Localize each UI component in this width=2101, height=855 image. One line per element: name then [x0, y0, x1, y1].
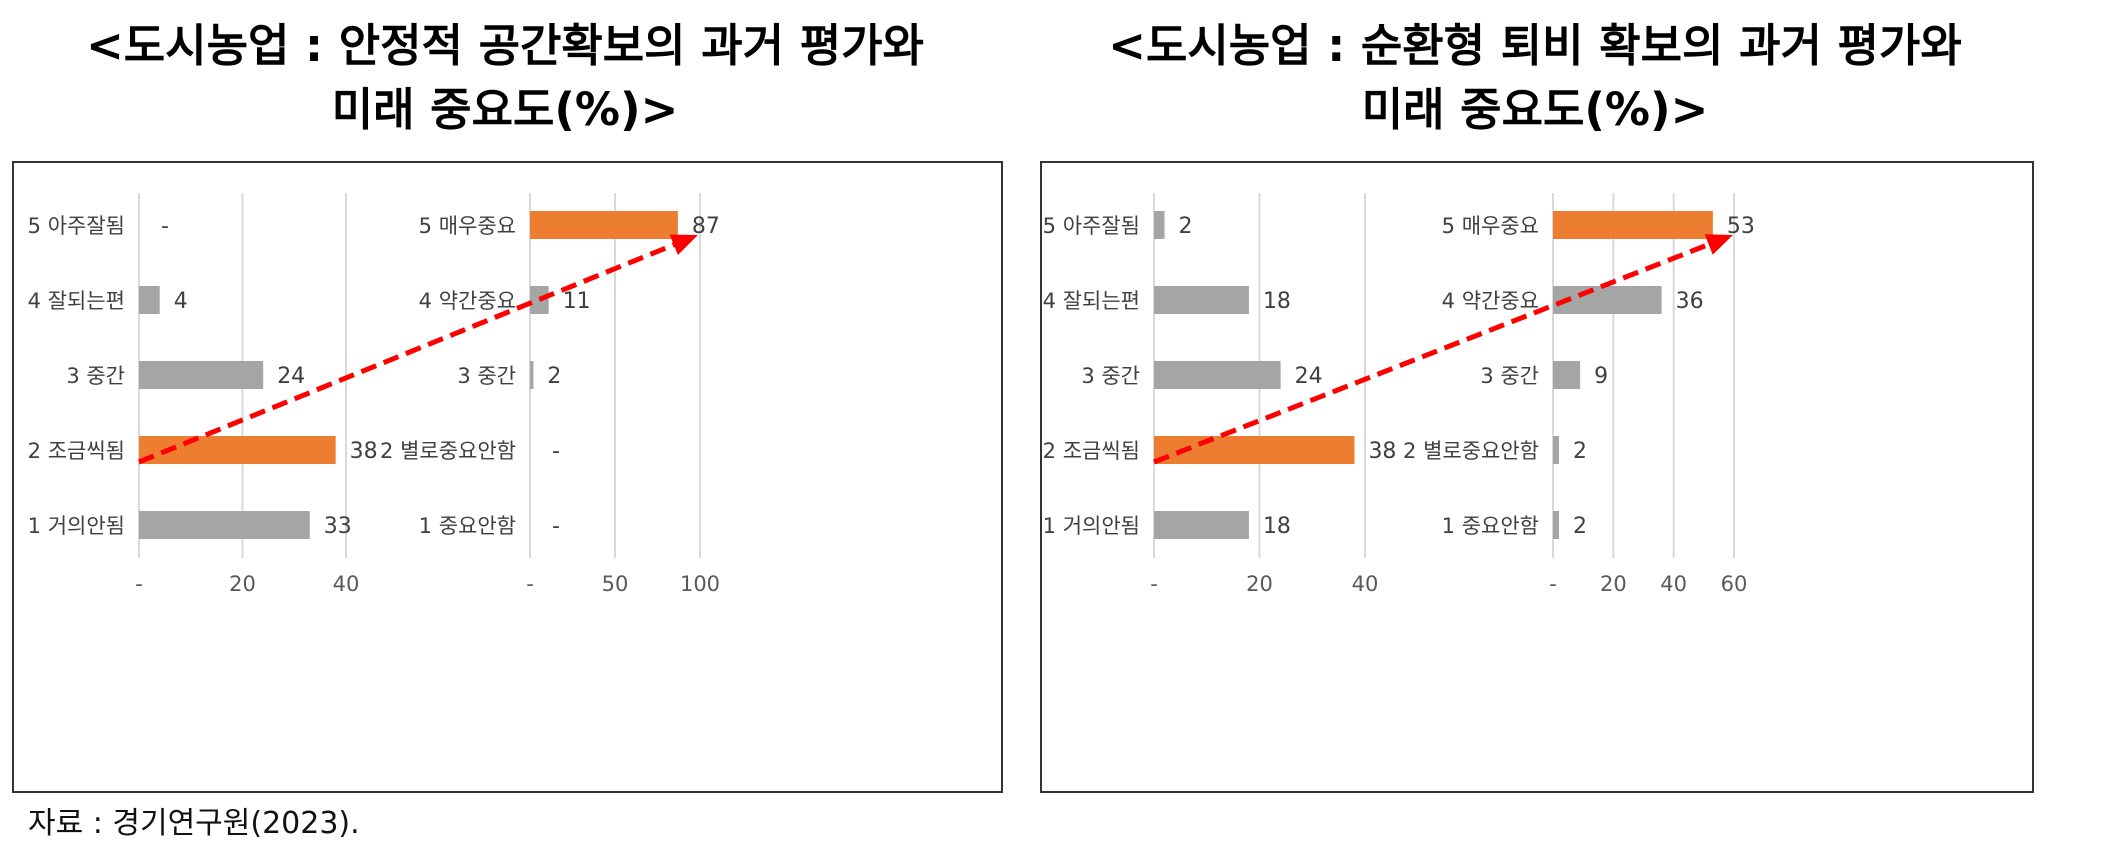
right-chart-frame: - 20 40 5 아주잘됨 2 4 잘되는편 18 3 중간 24 2 조금씩됨 38 1 거의안됨…: [1040, 161, 2034, 793]
future-bar: [1553, 436, 1560, 464]
future-value-label: 9: [1594, 364, 1608, 389]
future-category-label: 5 매우중요: [1442, 214, 1539, 238]
future-category-label: 2 별로중요안함: [380, 439, 516, 463]
future-value-label: -: [552, 439, 560, 464]
future-bar: [1553, 211, 1713, 239]
past-bar: [1154, 211, 1165, 239]
past-tick-label: -: [135, 572, 143, 596]
trend-arrow-head: [669, 234, 698, 255]
future-value-label: 2: [1573, 439, 1587, 464]
past-bar: [139, 511, 310, 539]
past-category-label: 5 아주잘됨: [28, 214, 125, 238]
past-value-label: 38: [350, 439, 378, 464]
right-chart-title-line1: <도시농업 : 순환형 퇴비 확보의 과거 평가와: [1108, 19, 1962, 72]
past-value-label: 38: [1368, 439, 1396, 464]
left-chart-title-line2: 미래 중요도(%)>: [331, 83, 679, 136]
future-category-label: 3 중간: [1480, 364, 1539, 388]
future-category-label: 1 중요안함: [419, 514, 516, 538]
future-value-label: 36: [1676, 289, 1704, 314]
future-tick-label: 20: [1600, 572, 1627, 596]
past-tick-label: -: [1150, 572, 1158, 596]
past-category-label: 1 거의안됨: [1043, 514, 1140, 538]
past-tick-label: 20: [1246, 572, 1273, 596]
future-category-label: 4 약간중요: [419, 289, 516, 313]
past-category-label: 3 중간: [1081, 364, 1140, 388]
future-value-label: 53: [1727, 214, 1755, 239]
future-bar: [1553, 361, 1581, 389]
past-category-label: 4 잘되는편: [1043, 289, 1140, 313]
future-bar: [530, 286, 549, 314]
past-value-label: 24: [1295, 364, 1323, 389]
future-value-label: 87: [692, 214, 720, 239]
past-value-label: 33: [324, 514, 352, 539]
trend-arrow-line: [1153, 242, 1710, 465]
past-value-label: -: [161, 214, 169, 239]
past-bar: [139, 361, 264, 389]
chart-1-plot: - 20 40 5 아주잘됨 - 4 잘되는편 4 3 중간 24 2 조금씩됨 38 1 거의안됨 3…: [28, 193, 720, 596]
past-value-label: 18: [1263, 514, 1291, 539]
left-chart-frame: - 20 40 5 아주잘됨 - 4 잘되는편 4 3 중간 24 2 조금씩됨 38 1 거의안됨 3…: [12, 161, 1003, 793]
past-tick-label: 20: [229, 572, 256, 596]
future-tick-label: -: [526, 572, 534, 596]
past-tick-label: 40: [1352, 572, 1379, 596]
right-chart-title: <도시농업 : 순환형 퇴비 확보의 과거 평가와 미래 중요도(%)>: [1040, 14, 2030, 142]
future-bar: [1553, 511, 1560, 539]
future-value-label: 2: [547, 364, 561, 389]
left-chart-title-line1: <도시농업 : 안정적 공간확보의 과거 평가와: [86, 19, 924, 72]
trend-arrow-head: [1704, 234, 1733, 255]
past-category-label: 2 조금씩됨: [1043, 439, 1140, 463]
past-category-label: 3 중간: [66, 364, 125, 388]
future-category-label: 1 중요안함: [1442, 514, 1539, 538]
future-value-label: 11: [563, 289, 591, 314]
right-chart-svg: - 20 40 5 아주잘됨 2 4 잘되는편 18 3 중간 24 2 조금씩됨 38 1 거의안됨…: [1043, 193, 1755, 596]
past-category-label: 1 거의안됨: [28, 514, 125, 538]
future-tick-label: 100: [680, 572, 720, 596]
past-category-label: 2 조금씩됨: [28, 439, 125, 463]
future-bar: [530, 361, 534, 389]
past-value-label: 2: [1179, 214, 1193, 239]
future-tick-label: -: [1549, 572, 1557, 596]
future-category-label: 2 별로중요안함: [1403, 439, 1539, 463]
left-chart-svg: - 20 40 5 아주잘됨 - 4 잘되는편 4 3 중간 24 2 조금씩됨 38 1 거의안됨 3…: [28, 193, 720, 596]
future-tick-label: 60: [1721, 572, 1748, 596]
future-value-label: -: [552, 514, 560, 539]
past-value-label: 24: [277, 364, 305, 389]
right-chart-title-line2: 미래 중요도(%)>: [1361, 83, 1709, 136]
future-category-label: 3 중간: [457, 364, 516, 388]
future-category-label: 4 약간중요: [1442, 289, 1539, 313]
future-tick-label: 50: [602, 572, 629, 596]
future-tick-label: 40: [1660, 572, 1687, 596]
future-category-label: 5 매우중요: [419, 214, 516, 238]
past-bar: [1154, 286, 1249, 314]
past-value-label: 4: [174, 289, 188, 314]
chart-2-plot: - 20 40 5 아주잘됨 2 4 잘되는편 18 3 중간 24 2 조금씩됨 38 1 거의안됨…: [1043, 193, 1755, 596]
future-bar: [530, 211, 678, 239]
source-note: 자료 : 경기연구원(2023).: [28, 806, 360, 841]
future-value-label: 2: [1573, 514, 1587, 539]
past-bar: [1154, 511, 1249, 539]
past-bar: [1154, 361, 1281, 389]
past-category-label: 4 잘되는편: [28, 289, 125, 313]
past-category-label: 5 아주잘됨: [1043, 214, 1140, 238]
past-tick-label: 40: [333, 572, 360, 596]
past-value-label: 18: [1263, 289, 1291, 314]
left-chart-title: <도시농업 : 안정적 공간확보의 과거 평가와 미래 중요도(%)>: [10, 14, 1000, 142]
past-bar: [139, 286, 160, 314]
trend-arrow-line: [138, 242, 675, 465]
